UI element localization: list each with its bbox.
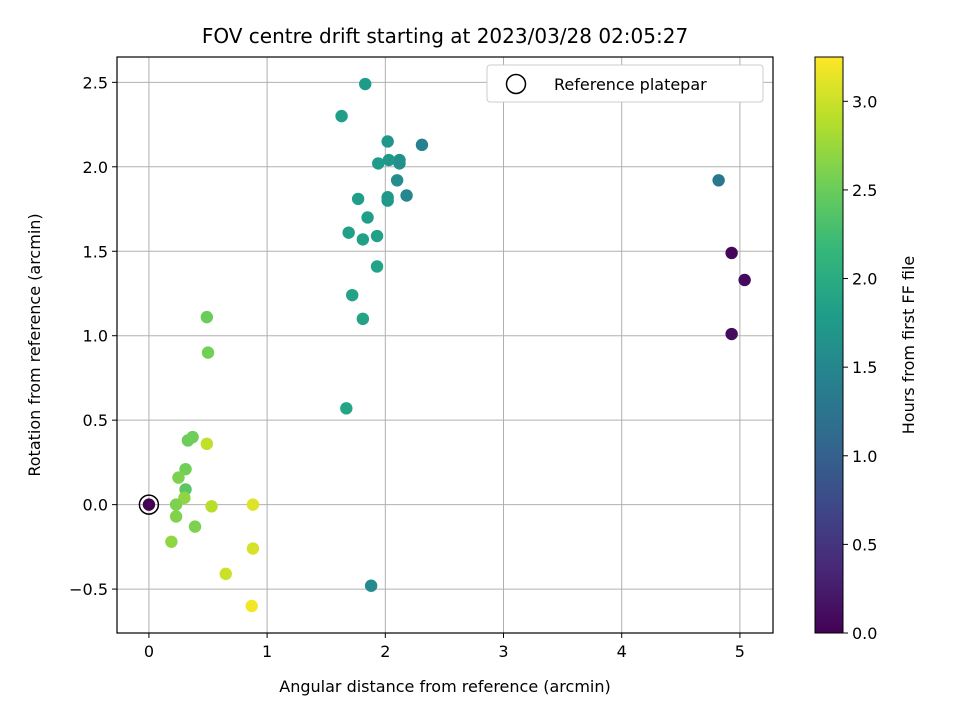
x-axis-ticks: 0 1 2 3 4 5 bbox=[144, 633, 745, 661]
data-point bbox=[372, 157, 385, 170]
data-point bbox=[205, 500, 218, 513]
data-point bbox=[172, 471, 185, 484]
data-point bbox=[142, 498, 156, 511]
data-point bbox=[246, 542, 260, 555]
data-point bbox=[725, 246, 738, 260]
y-tick-label: 0.0 bbox=[83, 496, 108, 515]
data-point bbox=[340, 402, 353, 415]
colorbar-tick-label: 0.0 bbox=[852, 624, 877, 643]
data-point bbox=[179, 462, 192, 476]
colorbar-tick-label: 2.0 bbox=[852, 270, 877, 289]
colorbar bbox=[814, 56, 844, 634]
y-tick-label: 1.5 bbox=[83, 242, 108, 261]
x-tick-label: 0 bbox=[144, 642, 154, 661]
legend-label: Reference platepar bbox=[554, 75, 707, 94]
y-tick-label: 2.5 bbox=[83, 73, 108, 92]
data-point bbox=[361, 211, 374, 224]
legend-box bbox=[486, 64, 764, 103]
data-point bbox=[725, 327, 738, 341]
data-point bbox=[393, 153, 406, 167]
colorbar-tick-label: 1.5 bbox=[852, 358, 877, 377]
data-point bbox=[201, 346, 215, 359]
data-point bbox=[400, 189, 413, 202]
legend-marker bbox=[505, 73, 527, 95]
colorbar-ticks: 0.0 0.5 1.0 1.5 2.0 2.5 3.0 bbox=[843, 92, 877, 643]
data-point bbox=[186, 430, 199, 444]
y-tick-label: −0.5 bbox=[69, 580, 108, 599]
data-point bbox=[364, 579, 378, 592]
data-point bbox=[382, 153, 396, 167]
data-point bbox=[219, 567, 232, 581]
data-point bbox=[415, 138, 429, 152]
y-axis-label: Rotation from reference (arcmin) bbox=[25, 213, 44, 476]
data-point bbox=[712, 174, 725, 187]
y-axis-ticks: −0.5 0.0 0.5 1.0 1.5 2.0 2.5 bbox=[69, 73, 117, 599]
scatter-points bbox=[142, 77, 751, 613]
data-point bbox=[351, 192, 365, 206]
colorbar-tick-label: 0.5 bbox=[852, 535, 877, 554]
x-axis-label: Angular distance from reference (arcmin) bbox=[279, 677, 610, 696]
reference-platepar-marker bbox=[138, 494, 160, 515]
colorbar-tick-label: 2.5 bbox=[852, 181, 877, 200]
data-point bbox=[188, 520, 202, 533]
x-tick-label: 4 bbox=[617, 642, 627, 661]
x-tick-label: 3 bbox=[498, 642, 508, 661]
data-point bbox=[246, 498, 260, 511]
grid-lines bbox=[117, 57, 773, 633]
data-point bbox=[165, 535, 178, 548]
data-point bbox=[370, 229, 384, 243]
data-point bbox=[245, 599, 258, 613]
data-point bbox=[359, 77, 372, 91]
data-point bbox=[200, 437, 214, 451]
y-tick-label: 0.5 bbox=[83, 411, 108, 430]
data-point bbox=[169, 498, 183, 511]
x-tick-label: 1 bbox=[262, 642, 272, 661]
data-point bbox=[178, 491, 191, 505]
data-point bbox=[738, 273, 751, 287]
y-tick-label: 1.0 bbox=[83, 327, 108, 346]
x-tick-label: 5 bbox=[735, 642, 745, 661]
data-point bbox=[342, 226, 355, 239]
data-point bbox=[356, 233, 370, 246]
colorbar-label: Hours from first FF file bbox=[899, 256, 918, 435]
data-point bbox=[356, 312, 370, 326]
reference-marker bbox=[138, 494, 160, 515]
y-tick-label: 2.0 bbox=[83, 158, 108, 177]
data-point bbox=[370, 260, 384, 273]
plot-frame bbox=[116, 56, 774, 634]
data-point bbox=[169, 510, 183, 523]
data-point bbox=[335, 109, 348, 123]
data-point bbox=[381, 190, 394, 204]
legend: Reference platepar bbox=[486, 64, 764, 103]
data-point bbox=[390, 174, 404, 187]
chart-title: FOV centre drift starting at 2023/03/28 … bbox=[202, 24, 688, 48]
x-tick-label: 2 bbox=[380, 642, 390, 661]
data-point bbox=[381, 135, 394, 148]
colorbar-tick-label: 1.0 bbox=[852, 447, 877, 466]
colorbar-tick-label: 3.0 bbox=[852, 92, 877, 111]
data-point bbox=[200, 310, 214, 324]
data-point bbox=[346, 288, 359, 302]
